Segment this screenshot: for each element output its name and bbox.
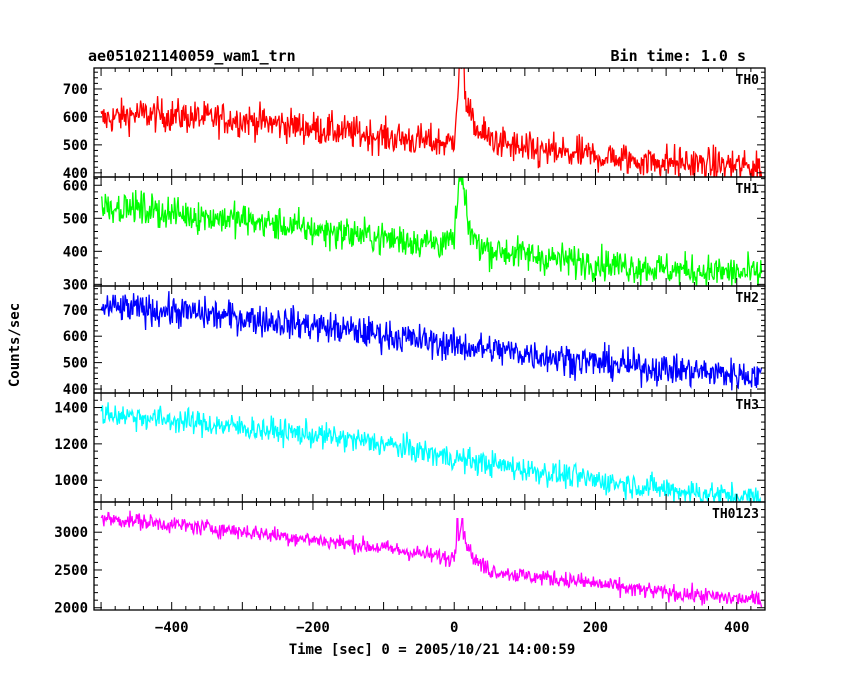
- series-line-th1: [100, 177, 763, 286]
- y-tick-label: 3000: [54, 525, 88, 541]
- y-tick-label: 600: [63, 329, 88, 345]
- panels-group: TH0 400 500 600 700 TH1 300 400 500 600 TH2 400 500 6…: [54, 67, 766, 636]
- y-tick-label: 1200: [54, 437, 88, 453]
- x-tick-label: −400: [155, 620, 189, 636]
- panel-label-th2: TH2: [736, 291, 759, 306]
- series-line-th3: [100, 402, 762, 502]
- y-tick-label: 500: [63, 356, 88, 372]
- y-tick-label: 500: [63, 211, 88, 227]
- y-tick-label: 700: [63, 303, 88, 319]
- x-tick-label: 0: [450, 620, 458, 636]
- y-tick-label: 700: [63, 82, 88, 98]
- series-line-th0123: [100, 510, 763, 608]
- series-line-th0: [100, 68, 763, 177]
- y-tick-label: 400: [63, 244, 88, 260]
- y-tick-label: 600: [63, 178, 88, 194]
- series-line-th2: [100, 291, 763, 391]
- x-tick-label: 400: [724, 620, 749, 636]
- y-tick-label: 300: [63, 277, 88, 293]
- y-tick-label: 600: [63, 110, 88, 126]
- panel-label-th0123: TH0123: [712, 507, 759, 522]
- x-axis-label: Time [sec] 0 = 2005/10/21 14:00:59: [289, 642, 576, 658]
- chart-title: ae051021140059_wam1_trn: [88, 47, 296, 65]
- panel-label-th1: TH1: [736, 182, 760, 197]
- y-tick-label: 2500: [54, 563, 88, 579]
- panel-frame-th0123: [93, 501, 766, 611]
- panel-label-th3: TH3: [736, 398, 759, 413]
- x-tick-label: −200: [296, 620, 330, 636]
- y-tick-label: 500: [63, 138, 88, 154]
- bin-time-label: Bin time: 1.0 s: [611, 47, 746, 65]
- y-tick-label: 400: [63, 382, 88, 398]
- y-tick-label: 1400: [54, 401, 88, 417]
- panel-label-th0: TH0: [736, 73, 760, 88]
- y-tick-label: 2000: [54, 601, 88, 617]
- y-tick-label: 400: [63, 166, 88, 182]
- x-tick-label: 200: [583, 620, 608, 636]
- y-axis-label: Counts/sec: [7, 303, 23, 387]
- y-tick-label: 1000: [54, 473, 88, 489]
